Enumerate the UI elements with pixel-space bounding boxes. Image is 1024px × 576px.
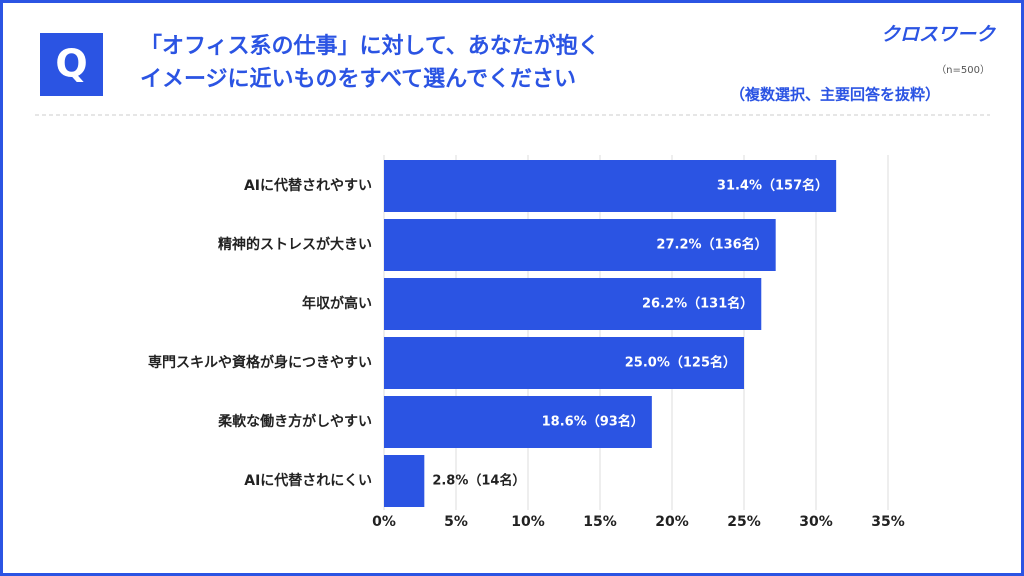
x-tick-label: 25% [727,514,761,530]
y-tick-label: 柔軟な働き方がしやすい [217,413,372,430]
title-line: 「オフィス系の仕事」に対して、あなたが抱く [140,33,600,59]
value-label: 26.2%（131名） [642,296,753,312]
bar [384,278,762,330]
bar [384,160,837,212]
value-label: 25.0%（125名） [625,355,736,371]
x-tick-label: 5% [444,514,468,530]
bar [384,219,776,271]
y-tick-label: AIに代替されにくい [244,472,372,489]
y-tick-label: 年収が高い [302,295,372,312]
subtitle: （複数選択、主要回答を抜粋） [730,86,940,104]
value-label: 31.4%（157名） [717,178,828,194]
x-tick-label: 35% [871,514,905,530]
badge-box [40,33,103,96]
brand: クロスワーク [881,24,997,46]
y-tick-label: 専門スキルや資格が身につきやすい [148,354,372,371]
value-label: 27.2%（136名） [656,237,767,253]
bar [384,337,744,389]
x-tick-label: 10% [511,514,545,530]
badge: Q [55,42,87,86]
x-tick-label: 30% [799,514,833,530]
x-tick-label: 0% [372,514,396,530]
bar [384,396,652,448]
y-tick-label: AIに代替されやすい [244,177,372,194]
value-label: 2.8%（14名） [432,473,525,489]
x-tick-label: 20% [655,514,689,530]
y-tick-label: 精神的ストレスが大きい [218,236,372,253]
value-label: 18.6%（93名） [542,414,644,430]
sample-note: （n=500） [936,64,990,76]
title-line: イメージに近いものをすべて選んでください [140,66,576,92]
bar [384,455,425,507]
x-tick-label: 15% [583,514,617,530]
